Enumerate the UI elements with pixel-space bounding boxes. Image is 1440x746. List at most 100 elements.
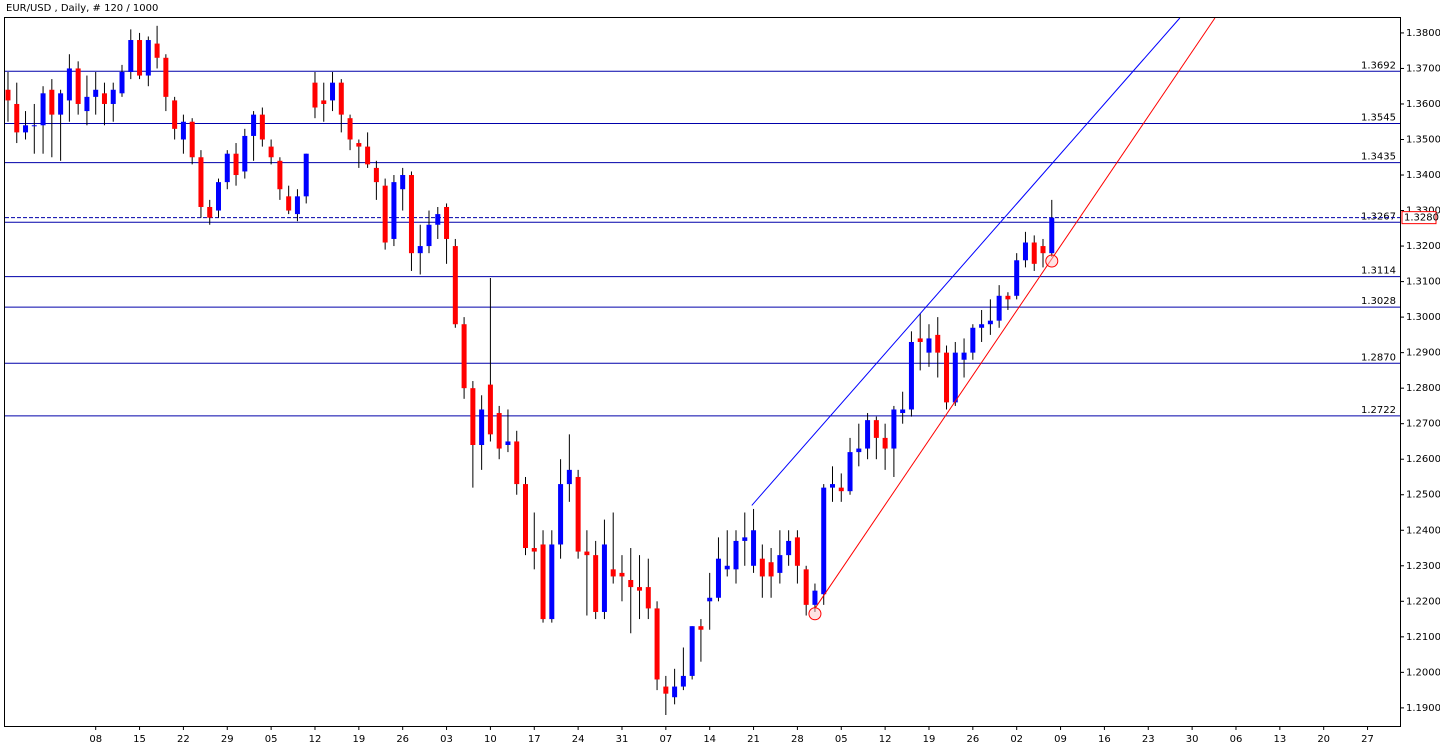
x-tick-label: 13 [1273, 734, 1286, 745]
candle-body [479, 409, 485, 446]
candle-body [66, 68, 72, 101]
y-tick-label: 1.2200 [1406, 596, 1440, 607]
candle-body [794, 537, 800, 566]
candle-body [549, 544, 555, 620]
chart-title: EUR/USD , Daily, # 120 / 1000 [6, 3, 158, 14]
candle-body [566, 469, 572, 485]
candle-body [1005, 295, 1011, 300]
candle-body [426, 224, 432, 247]
candle-body [680, 675, 686, 687]
candle-body [198, 157, 204, 207]
candle-body [935, 334, 941, 353]
x-tick-label: 12 [879, 734, 892, 745]
level-label: 1.3028 [1361, 296, 1396, 307]
candle-body [49, 89, 55, 115]
candle-body [321, 100, 327, 104]
candle-body [715, 558, 721, 598]
y-tick-label: 1.2700 [1406, 419, 1440, 430]
candle-body [689, 626, 695, 676]
x-tick-label: 24 [572, 734, 585, 745]
candle-body [251, 114, 257, 136]
candle-body [812, 590, 818, 605]
level-label: 1.3692 [1361, 60, 1396, 71]
current-price-label: 1.3280 [1404, 213, 1439, 224]
x-tick-label: 20 [1317, 734, 1330, 745]
x-tick-label: 22 [177, 734, 190, 745]
candle-body [856, 448, 862, 453]
x-tick-label: 10 [484, 734, 497, 745]
candle-body [303, 153, 309, 197]
candle-body [996, 295, 1002, 321]
x-tick-label: 21 [747, 734, 760, 745]
candle-body [277, 160, 283, 190]
candle-body [180, 121, 186, 140]
y-tick-label: 1.3800 [1406, 28, 1440, 39]
candle-body [1040, 246, 1046, 254]
plot-frame [4, 17, 1401, 727]
candle-body [882, 437, 888, 449]
x-tick-label: 12 [309, 734, 322, 745]
candle-body [163, 57, 169, 97]
candle-body [207, 206, 213, 218]
candle-body [312, 82, 318, 108]
candle-body [14, 103, 20, 133]
candle-body [654, 608, 660, 680]
candle-body [637, 587, 643, 591]
candle-body [417, 246, 423, 254]
candle-body [917, 338, 923, 342]
candle-body [294, 196, 300, 215]
x-tick-label: 05 [265, 734, 278, 745]
x-tick-label: 05 [835, 734, 848, 745]
candle-body [154, 43, 160, 58]
candle-body [461, 324, 467, 389]
x-tick-label: 19 [923, 734, 936, 745]
candle-body [31, 125, 37, 127]
candle-body [347, 118, 353, 140]
x-tick-label: 08 [89, 734, 102, 745]
candle-body [145, 40, 151, 76]
x-tick-label: 17 [528, 734, 541, 745]
x-tick-label: 27 [1361, 734, 1374, 745]
y-tick-label: 1.2800 [1406, 383, 1440, 394]
candle-body [119, 71, 125, 94]
candle-body [338, 82, 344, 115]
candle-body [601, 544, 607, 612]
y-tick-label: 1.3500 [1406, 134, 1440, 145]
candle-body [356, 143, 362, 147]
candle-body [1049, 217, 1055, 254]
candle-body [759, 558, 765, 577]
candle-body [435, 214, 441, 225]
candle-body [908, 341, 914, 410]
candle-body [979, 324, 985, 328]
candle-body [558, 484, 564, 545]
x-tick-label: 16 [1098, 734, 1111, 745]
candle-body [803, 569, 809, 605]
level-label: 1.2870 [1361, 352, 1396, 363]
candle-body [382, 185, 388, 243]
candle-body [575, 476, 581, 552]
level-label: 1.3435 [1361, 152, 1396, 163]
candle-body [242, 135, 248, 172]
y-tick-label: 1.3600 [1406, 99, 1440, 110]
x-tick-label: 29 [221, 734, 234, 745]
level-label: 1.3545 [1361, 113, 1396, 124]
x-tick-label: 23 [1142, 734, 1155, 745]
candle-body [286, 196, 292, 211]
y-tick-label: 1.3200 [1406, 241, 1440, 252]
candle-body [514, 441, 520, 485]
candle-body [233, 153, 239, 176]
candle-body [952, 352, 958, 403]
candle-body [268, 146, 274, 158]
level-label: 1.3267 [1361, 211, 1396, 222]
y-tick-label: 1.2300 [1406, 561, 1440, 572]
candle-body [215, 182, 221, 211]
x-tick-label: 31 [616, 734, 629, 745]
y-tick-label: 1.1900 [1406, 703, 1440, 714]
candle-body [900, 409, 906, 414]
y-tick-label: 1.3300 [1406, 206, 1440, 217]
y-tick-label: 1.3000 [1406, 312, 1440, 323]
candle-body [742, 537, 748, 541]
level-label: 1.2722 [1361, 405, 1396, 416]
